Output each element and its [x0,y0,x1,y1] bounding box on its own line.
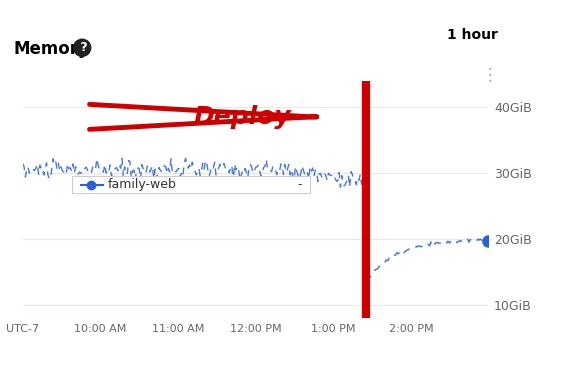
Text: 1 hour: 1 hour [447,28,498,42]
Text: Deploy: Deploy [194,105,291,129]
Text: family-web: family-web [108,178,177,191]
FancyBboxPatch shape [72,176,310,193]
Text: -: - [297,178,302,191]
Text: ⋮: ⋮ [481,66,498,84]
Text: ?: ? [76,41,88,54]
Text: Memory: Memory [14,40,89,58]
